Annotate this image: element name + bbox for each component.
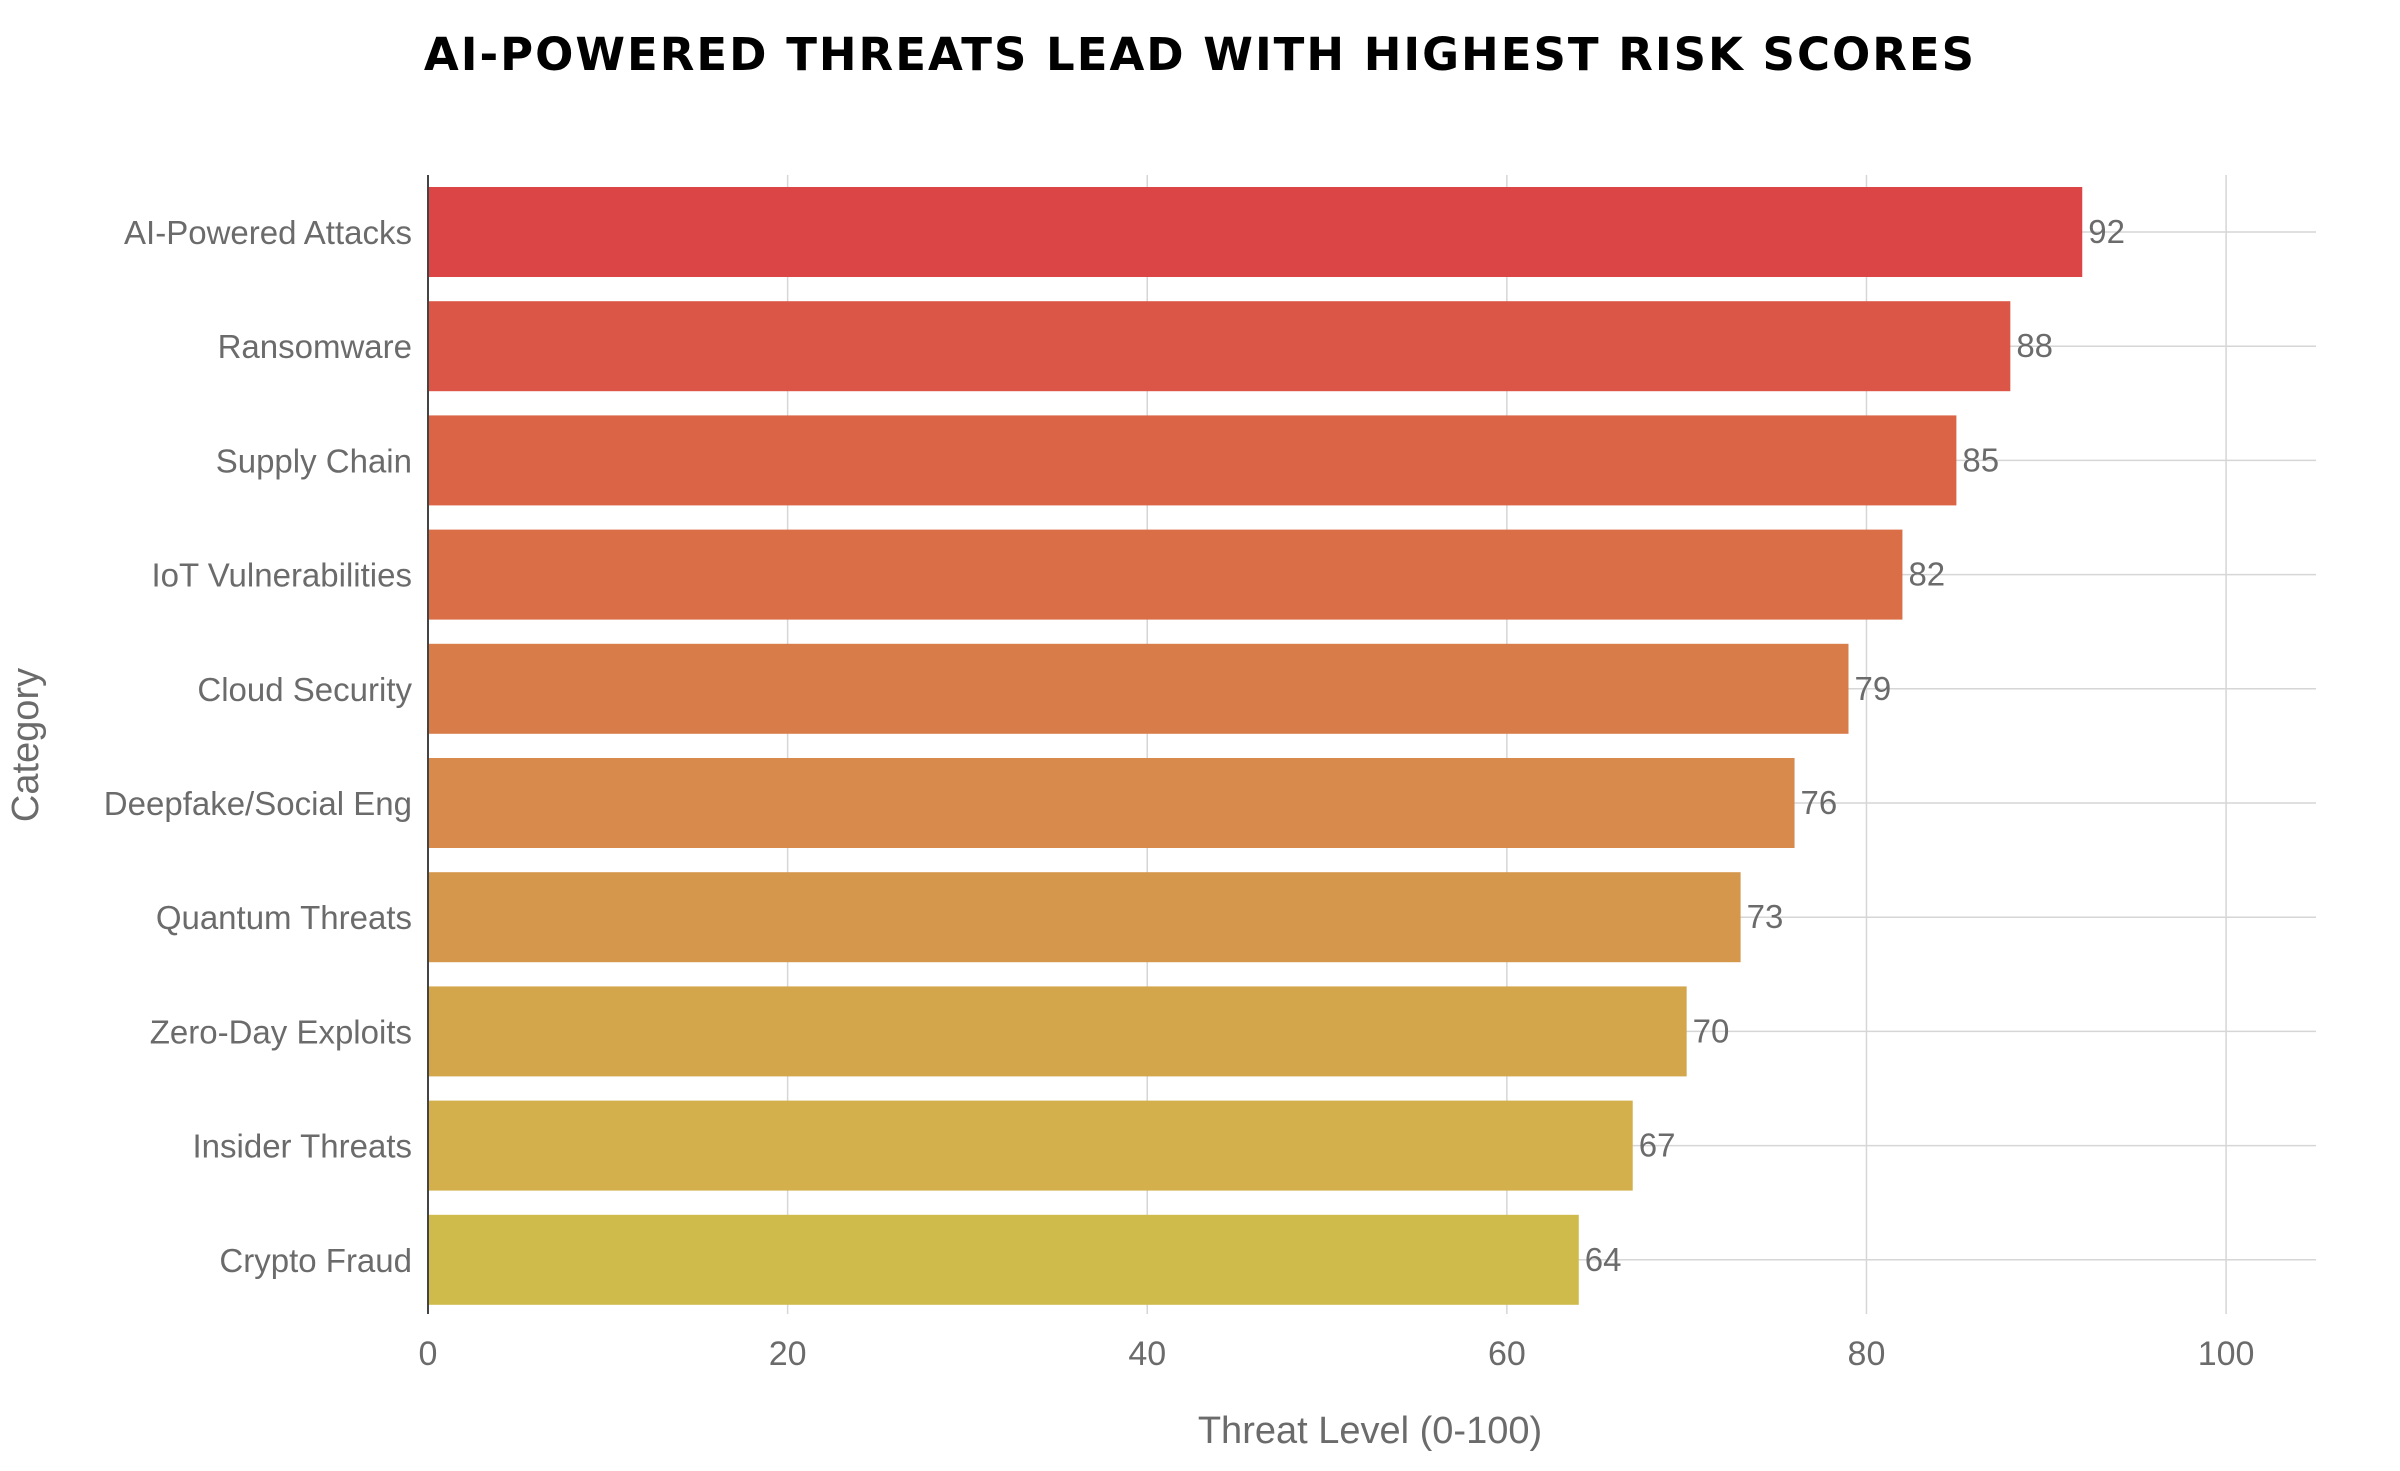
value-label: 82	[1908, 556, 1945, 593]
x-tick-label: 20	[769, 1335, 807, 1373]
bar-layer	[428, 187, 2083, 1305]
value-label: 73	[1747, 898, 1784, 935]
category-label: Quantum Threats	[156, 899, 412, 936]
value-label: 79	[1854, 670, 1891, 707]
chart-title: AI-POWERED THREATS LEAD WITH HIGHEST RIS…	[423, 28, 1977, 81]
y-axis-title: Category	[5, 668, 47, 822]
category-label: Cloud Security	[197, 671, 412, 708]
x-tick-label: 40	[1128, 1335, 1166, 1373]
label-layer: 0 20 40 60 80 100 92 AI-Powered Attacks 88 Ransom…	[104, 213, 2255, 1373]
bar	[428, 1100, 1633, 1191]
bar	[428, 872, 1741, 963]
category-label: Deepfake/Social Eng	[104, 785, 412, 822]
bar	[428, 758, 1795, 848]
value-label: 76	[1801, 784, 1838, 821]
category-label: IoT Vulnerabilities	[152, 557, 412, 594]
value-label: 88	[2016, 327, 2053, 364]
value-label: 64	[1585, 1241, 1622, 1278]
bar	[428, 1214, 1579, 1305]
category-label: Supply Chain	[216, 442, 412, 479]
bar	[428, 187, 2083, 277]
category-label: Insider Threats	[193, 1128, 413, 1165]
bar	[428, 986, 1687, 1077]
bar	[428, 415, 1957, 506]
x-axis-title: Threat Level (0-100)	[1198, 1410, 1542, 1452]
value-label: 70	[1693, 1012, 1730, 1049]
value-label: 67	[1639, 1127, 1676, 1164]
value-label: 92	[2088, 213, 2125, 250]
x-tick-label: 100	[2198, 1335, 2255, 1373]
category-label: AI-Powered Attacks	[124, 214, 412, 251]
value-label: 85	[1962, 441, 1999, 478]
x-tick-label: 80	[1848, 1335, 1886, 1373]
category-label: Crypto Fraud	[219, 1242, 412, 1279]
x-tick-label: 60	[1488, 1335, 1526, 1373]
bar	[428, 301, 2011, 392]
x-tick-label: 0	[419, 1335, 438, 1373]
bar	[428, 643, 1849, 734]
category-label: Zero-Day Exploits	[150, 1013, 412, 1050]
bar	[428, 529, 1903, 620]
category-label: Ransomware	[218, 328, 412, 365]
